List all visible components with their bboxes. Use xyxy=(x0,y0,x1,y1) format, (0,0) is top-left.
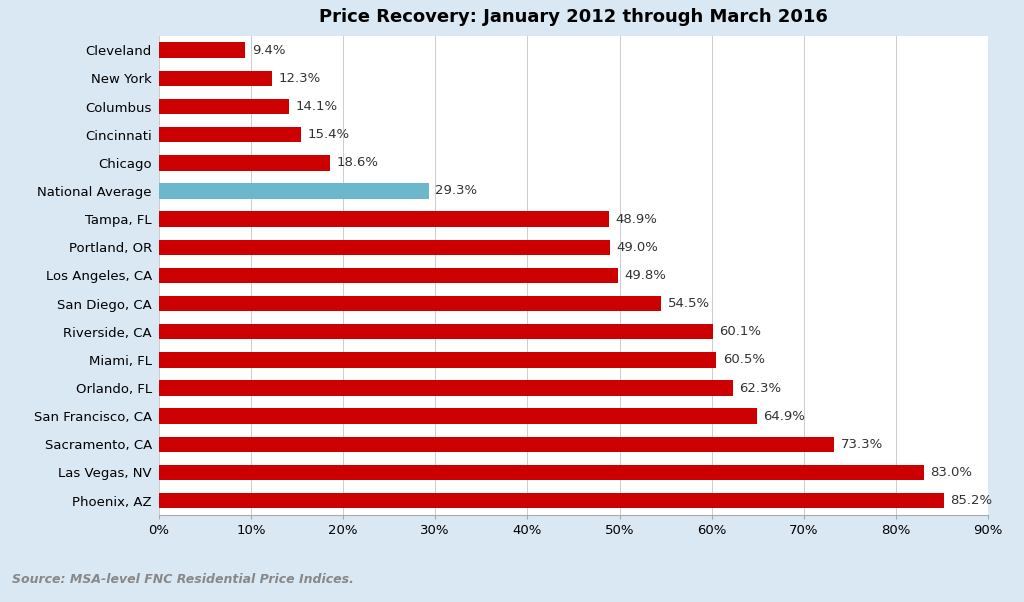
Bar xyxy=(159,211,609,227)
Bar xyxy=(159,296,662,311)
Bar xyxy=(159,155,330,170)
Bar xyxy=(159,324,713,340)
Bar xyxy=(159,408,757,424)
Bar xyxy=(159,183,429,199)
Bar xyxy=(159,70,272,86)
Bar xyxy=(159,493,944,508)
Bar xyxy=(159,380,733,396)
Text: 12.3%: 12.3% xyxy=(279,72,321,85)
Bar xyxy=(159,240,610,255)
Text: 29.3%: 29.3% xyxy=(435,184,477,197)
Bar xyxy=(159,465,924,480)
Bar xyxy=(159,99,289,114)
Text: 49.0%: 49.0% xyxy=(616,241,658,254)
Text: 64.9%: 64.9% xyxy=(763,410,805,423)
Text: 15.4%: 15.4% xyxy=(307,128,349,141)
Text: 73.3%: 73.3% xyxy=(841,438,883,451)
Text: 18.6%: 18.6% xyxy=(337,157,379,169)
Bar xyxy=(159,127,301,143)
Bar xyxy=(159,43,246,58)
Bar xyxy=(159,352,717,368)
Text: 9.4%: 9.4% xyxy=(252,44,286,57)
Text: 14.1%: 14.1% xyxy=(295,100,337,113)
Text: 83.0%: 83.0% xyxy=(930,466,972,479)
Text: 60.5%: 60.5% xyxy=(723,353,765,367)
Text: 54.5%: 54.5% xyxy=(668,297,710,310)
Text: 62.3%: 62.3% xyxy=(739,382,781,394)
Text: Source: MSA-level FNC Residential Price Indices.: Source: MSA-level FNC Residential Price … xyxy=(12,573,354,586)
Text: 85.2%: 85.2% xyxy=(950,494,992,507)
Bar xyxy=(159,268,617,283)
Text: 49.8%: 49.8% xyxy=(625,269,666,282)
Text: 48.9%: 48.9% xyxy=(615,213,657,226)
Text: 60.1%: 60.1% xyxy=(719,325,761,338)
Title: Price Recovery: January 2012 through March 2016: Price Recovery: January 2012 through Mar… xyxy=(319,8,827,26)
Bar xyxy=(159,436,835,452)
